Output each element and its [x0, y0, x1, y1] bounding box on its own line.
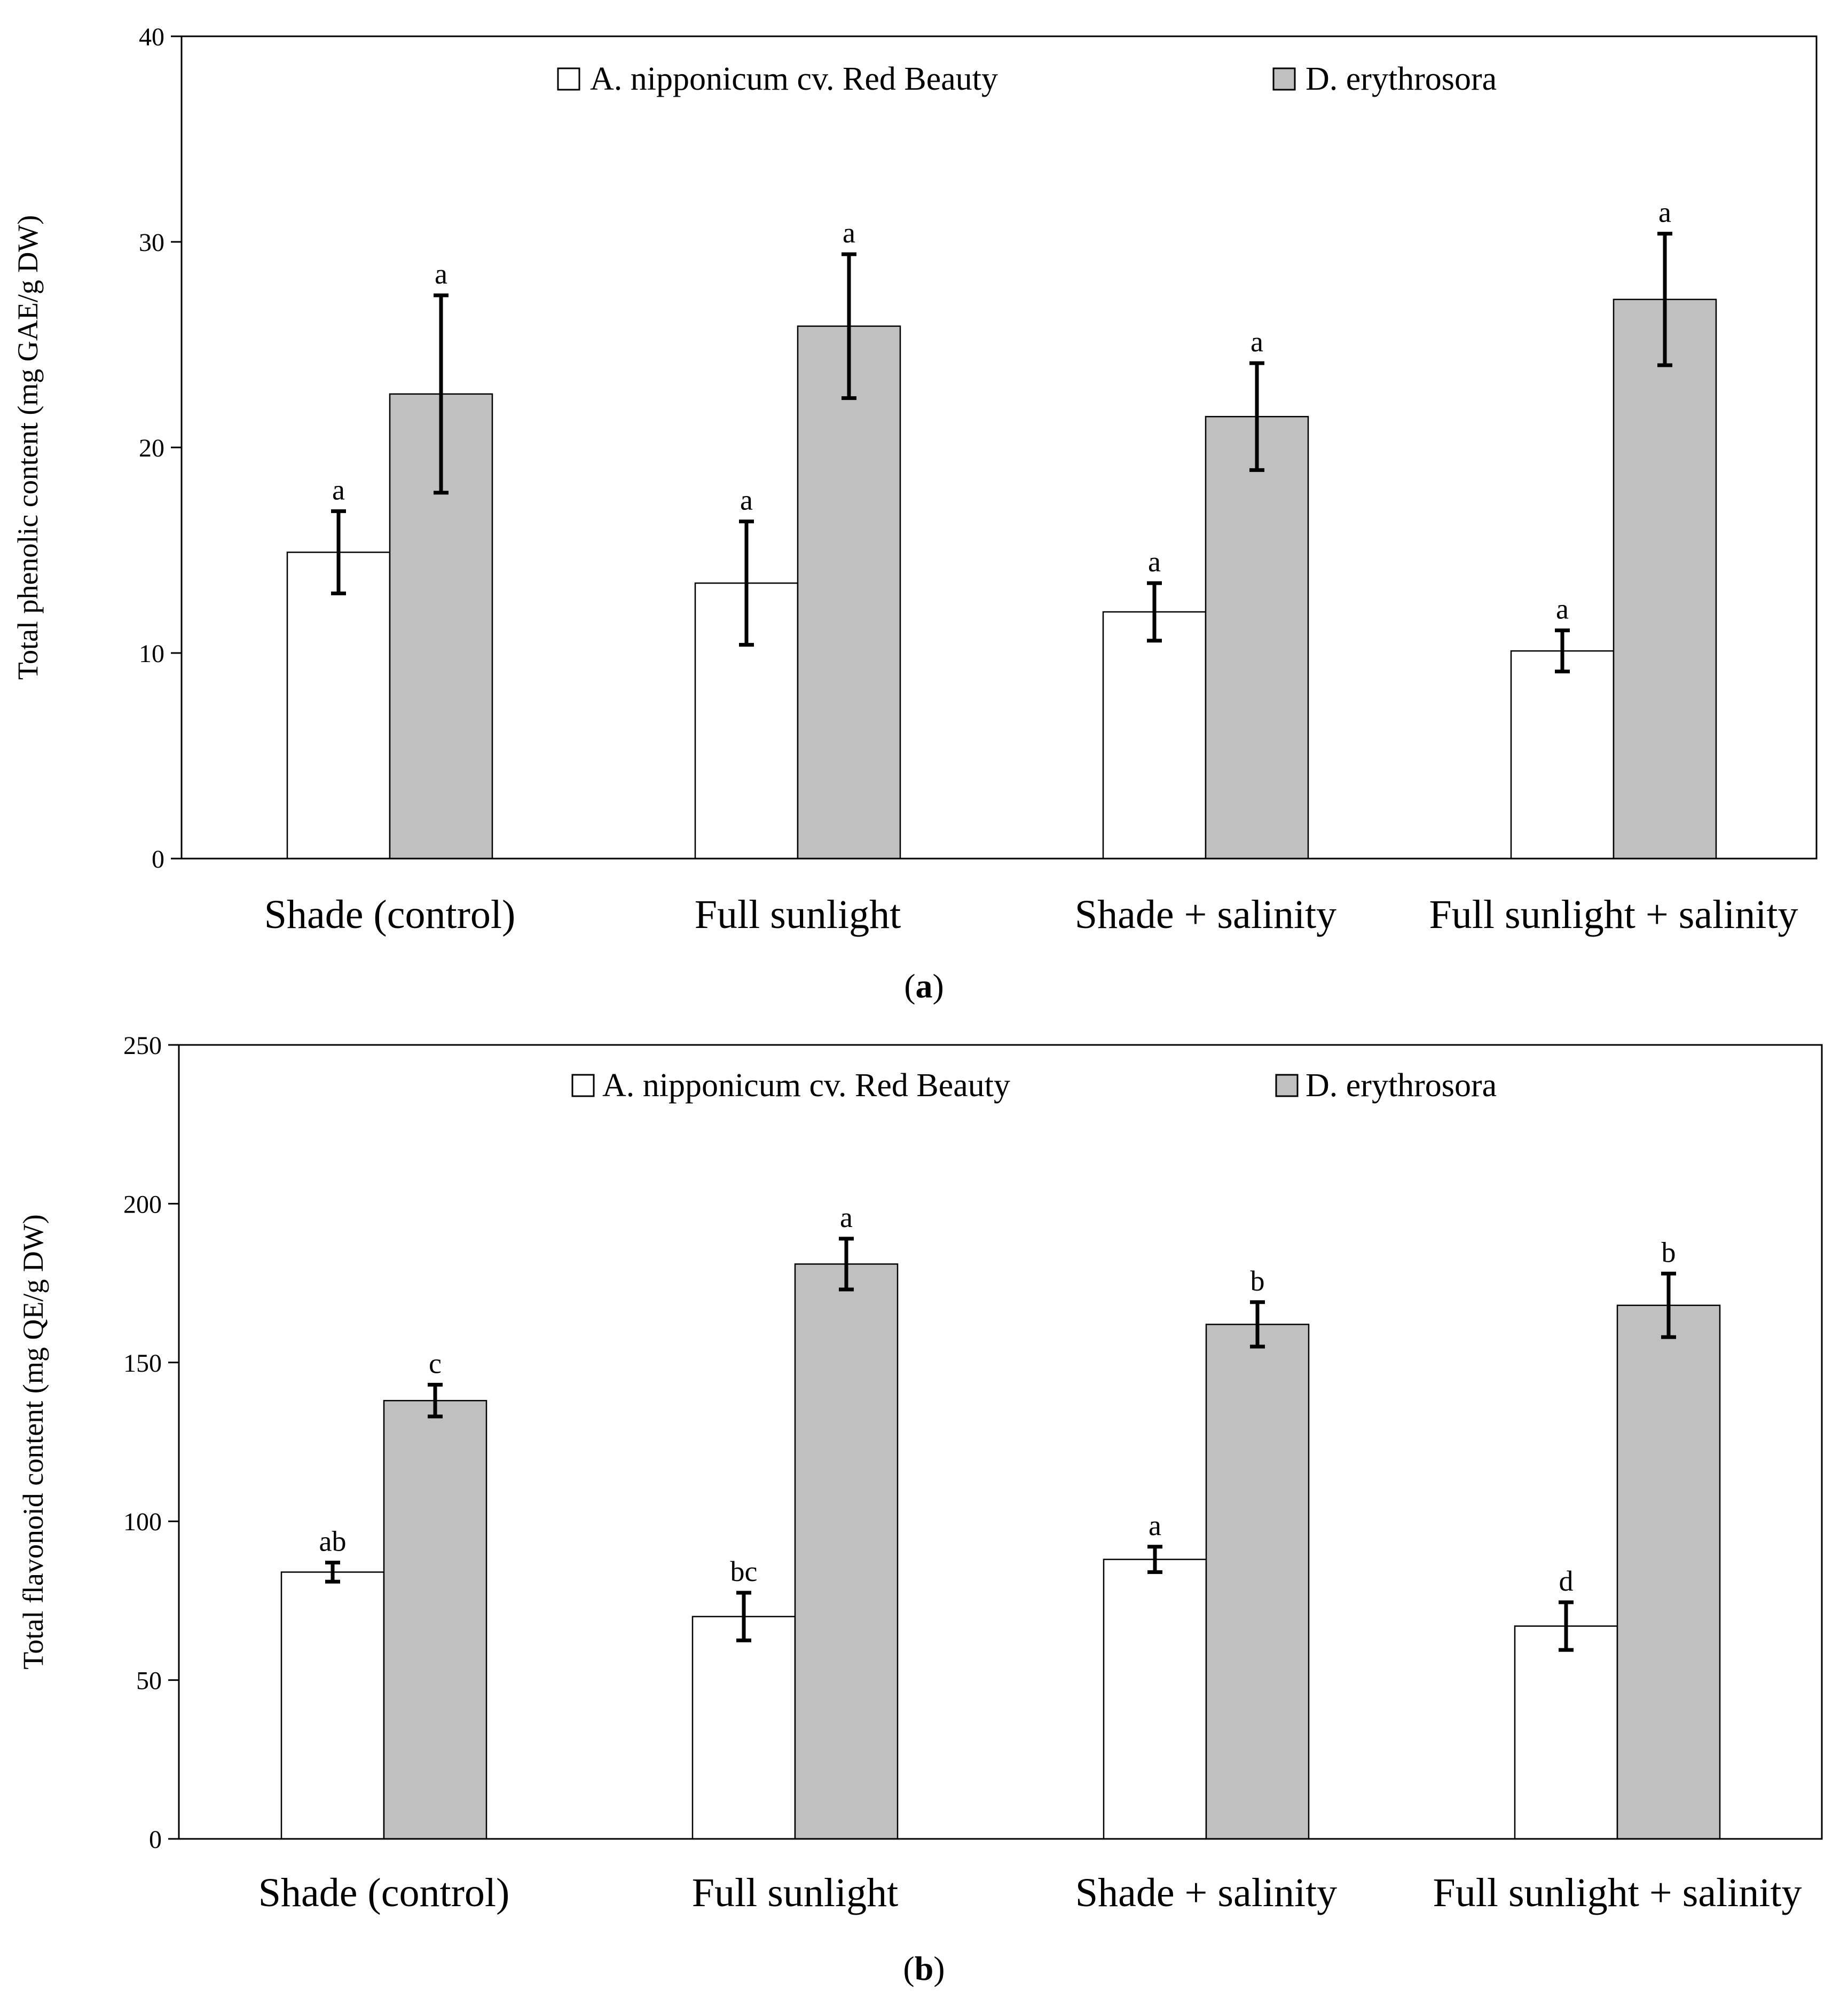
chart-b-category-label: Shade + salinity — [1075, 1870, 1337, 1915]
chart-a-category-label: Shade (control) — [264, 892, 516, 937]
chart-b-significance-letter: a — [840, 1201, 853, 1233]
chart-a-category-label: Shade + salinity — [1075, 892, 1336, 937]
chart-b-y-tick-label: 150 — [123, 1349, 162, 1378]
chart-b-significance-letter: ab — [319, 1525, 347, 1557]
chart-a-legend-swatch — [1272, 67, 1296, 91]
chart-b-significance-letter: b — [1251, 1265, 1265, 1297]
chart-a-y-tick-label: 10 — [139, 640, 164, 668]
chart-a-bar — [1205, 416, 1309, 860]
chart-b-significance-letter: a — [1149, 1509, 1161, 1541]
chart-a-significance-letter: a — [1251, 326, 1263, 358]
chart-b-significance-letter: d — [1559, 1565, 1574, 1597]
chart-a-y-tick-label: 20 — [139, 434, 164, 462]
chart-a-legend-swatch — [557, 67, 580, 91]
chart-b-y-tick-label: 50 — [136, 1667, 162, 1695]
chart-a-significance-letter: a — [843, 217, 855, 249]
chart-a-bar — [1102, 611, 1207, 860]
chart-a-plot-frame — [180, 35, 1818, 860]
chart-b-plot-frame — [178, 1044, 1823, 1840]
chart-a-legend-label: D. erythrosora — [1306, 61, 1497, 97]
chart-b-y-tick-label: 200 — [123, 1190, 162, 1218]
chart-b-legend-label: A. nipponicum cv. Red Beauty — [602, 1067, 1010, 1104]
chart-a-category-label: Full sunlight — [695, 892, 901, 937]
chart-a-y-tick-label: 0 — [152, 845, 164, 874]
chart-b-category-label: Full sunlight + salinity — [1433, 1870, 1802, 1915]
chart-a-significance-letter: a — [1556, 593, 1569, 625]
chart-b-bar — [1514, 1625, 1618, 1840]
chart-b-significance-letter: c — [429, 1347, 442, 1379]
chart-b-bar — [794, 1263, 899, 1840]
chart-a-bar — [286, 552, 391, 860]
panel-label-b-letter: b — [914, 1949, 934, 1987]
chart-b-bar — [1205, 1324, 1310, 1840]
panel-label-b: (b) — [903, 1949, 945, 1987]
chart-b-bar — [1103, 1559, 1207, 1840]
chart-b-category-label: Full sunlight — [692, 1870, 898, 1915]
chart-a-significance-letter: a — [1658, 196, 1671, 229]
chart-b-significance-letter: bc — [730, 1555, 758, 1587]
chart-b-bar — [383, 1399, 487, 1840]
chart-b-bar — [280, 1571, 385, 1840]
chart-b-y-tick-label: 0 — [149, 1826, 162, 1854]
chart-b-legend-swatch — [571, 1074, 595, 1097]
chart-a-y-tick-label: 30 — [139, 229, 164, 257]
chart-b-legend-swatch — [1275, 1074, 1299, 1097]
chart-b-y-tick-label: 100 — [123, 1508, 162, 1536]
chart-a-category-label: Full sunlight + salinity — [1429, 892, 1798, 937]
chart-b-bar — [1616, 1304, 1721, 1840]
chart-a-significance-letter: a — [740, 484, 753, 516]
chart-a-y-axis-label: Total phenolic content (mg GAE/g DW) — [12, 215, 44, 680]
chart-a-legend-label: A. nipponicum cv. Red Beauty — [590, 61, 998, 97]
chart-b-y-tick-label: 250 — [123, 1032, 162, 1060]
chart-a-bar — [1613, 298, 1717, 860]
chart-a-bar — [1510, 650, 1615, 860]
chart-a-bar — [797, 325, 901, 860]
panel-label-a: (a) — [904, 967, 944, 1005]
chart-b-legend-label: D. erythrosora — [1306, 1067, 1497, 1104]
panel-label-a-letter: a — [915, 967, 933, 1005]
chart-b-significance-letter: b — [1662, 1236, 1676, 1268]
chart-b-category-label: Shade (control) — [258, 1870, 510, 1915]
chart-b-bar — [691, 1616, 796, 1840]
chart-a-significance-letter: a — [332, 474, 345, 506]
chart-b-y-axis-label: Total flavonoid content (mg QE/g DW) — [17, 1214, 49, 1670]
chart-a-significance-letter: a — [1148, 546, 1161, 578]
chart-a-y-tick-label: 40 — [139, 23, 164, 51]
chart-a-significance-letter: a — [435, 258, 447, 290]
